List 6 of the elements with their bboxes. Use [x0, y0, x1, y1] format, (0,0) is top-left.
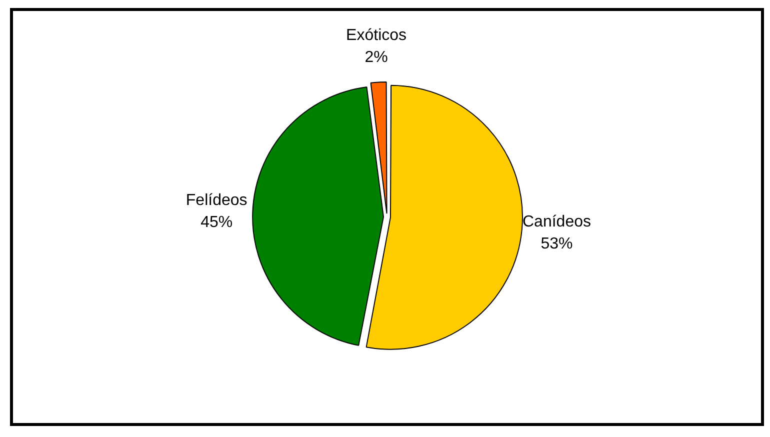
data-label: 45%: [200, 214, 233, 232]
slice-label: Exóticos: [346, 27, 407, 44]
data-label: 2%: [364, 49, 388, 66]
data-label: 53%: [540, 235, 573, 252]
slice-label: Felídeos: [186, 192, 248, 210]
slice-label: Canídeos: [522, 213, 591, 230]
